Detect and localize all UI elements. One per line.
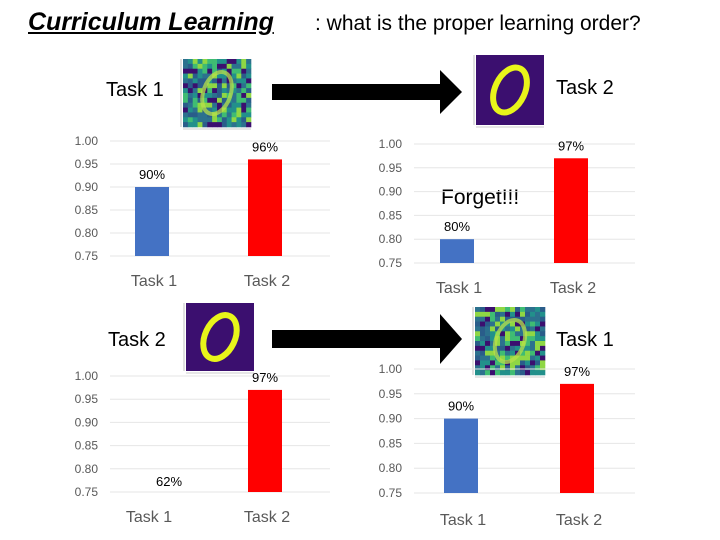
x-category-label: Task 1 <box>440 512 486 529</box>
data-label: 80% <box>444 219 470 234</box>
data-label: 97% <box>564 364 590 379</box>
y-tick-label: 0.95 <box>379 387 403 401</box>
bar <box>560 383 594 493</box>
x-category-label: Task 2 <box>550 280 596 297</box>
y-tick-label: 1.00 <box>379 137 403 151</box>
digit-thumbnail-noisy <box>180 59 252 130</box>
data-label: 62% <box>156 474 182 489</box>
y-tick-label: 1.00 <box>75 134 99 148</box>
x-category-label: Task 1 <box>126 509 172 526</box>
digit-thumbnail-zero <box>183 303 254 374</box>
x-category-label: Task 2 <box>244 509 290 526</box>
arrow-right-icon <box>272 70 462 114</box>
y-tick-label: 0.80 <box>75 462 99 476</box>
bar <box>135 187 169 256</box>
y-tick-label: 0.90 <box>75 415 99 429</box>
y-tick-label: 0.95 <box>75 157 99 171</box>
bar <box>554 158 588 263</box>
y-tick-label: 0.95 <box>379 161 403 175</box>
data-label: 97% <box>558 138 584 153</box>
y-tick-label: 0.80 <box>379 232 403 246</box>
y-tick-label: 1.00 <box>379 362 403 376</box>
digit-thumbnail-noisy <box>472 307 546 378</box>
y-tick-label: 0.85 <box>75 439 99 453</box>
y-tick-label: 0.80 <box>75 226 99 240</box>
data-label: 90% <box>139 167 165 182</box>
y-tick-label: 0.75 <box>379 256 403 270</box>
x-category-label: Task 2 <box>556 512 602 529</box>
row1-right-task-label: Task 2 <box>556 77 614 99</box>
data-label: 90% <box>448 399 474 414</box>
y-tick-label: 0.95 <box>75 392 99 406</box>
bar <box>440 239 474 263</box>
arrow-right-icon <box>272 314 462 364</box>
x-category-label: Task 1 <box>131 273 177 290</box>
bar <box>248 159 282 256</box>
y-tick-label: 0.90 <box>379 185 403 199</box>
row1-left-task-label: Task 1 <box>106 79 164 101</box>
slide-subtitle: : what is the proper learning order? <box>315 12 641 35</box>
bar-chart-task1-then-task2: 1.00 0.95 0.90 0.85 0.80 0.75 90% Task 1 96% Task… <box>75 134 330 290</box>
data-label: 97% <box>252 370 278 385</box>
bar-chart-after-task2: 1.00 0.95 0.90 0.85 0.80 0.75 80% Task 1 97% Task… <box>379 137 635 297</box>
y-tick-label: 0.85 <box>379 208 403 222</box>
x-category-label: Task 2 <box>244 273 290 290</box>
y-tick-label: 0.75 <box>379 486 403 500</box>
y-tick-label: 0.90 <box>75 180 99 194</box>
row2-left-task-label: Task 2 <box>108 329 166 351</box>
bar-chart-task2-then-task1: 1.00 0.95 0.90 0.85 0.80 0.75 62% Task 1 97% Task… <box>75 369 330 526</box>
row2-right-task-label: Task 1 <box>556 329 614 351</box>
bar-chart-after-task1: 1.00 0.95 0.90 0.85 0.80 0.75 90% Task 1 97% Task… <box>379 362 635 529</box>
y-tick-label: 0.85 <box>75 203 99 217</box>
y-tick-label: 1.00 <box>75 369 99 383</box>
y-tick-label: 0.80 <box>379 461 403 475</box>
digit-thumbnail-zero <box>473 55 544 128</box>
y-tick-label: 0.75 <box>75 485 99 499</box>
y-tick-label: 0.75 <box>75 249 99 263</box>
data-label: 96% <box>252 139 278 154</box>
bar <box>248 389 282 492</box>
y-tick-label: 0.90 <box>379 412 403 426</box>
slide-title: Curriculum Learning <box>28 8 274 36</box>
bar <box>444 418 478 493</box>
y-tick-label: 0.85 <box>379 436 403 450</box>
x-category-label: Task 1 <box>436 280 482 297</box>
